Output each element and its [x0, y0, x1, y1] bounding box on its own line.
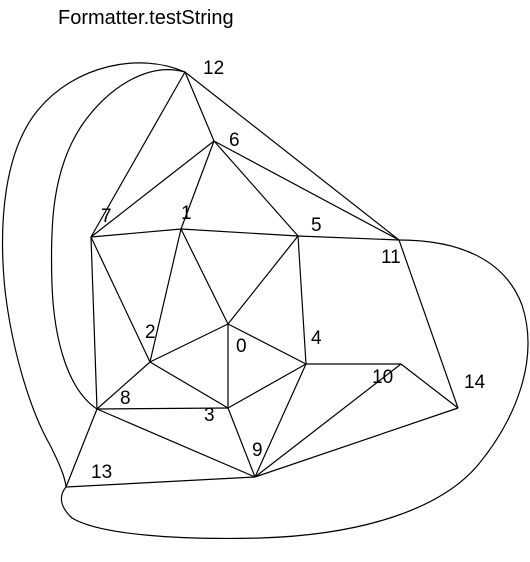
edge-12-6 [184, 71, 215, 142]
edge-1-5 [180, 228, 299, 237]
node-label-3: 3 [204, 405, 215, 426]
edge-6-1 [180, 140, 215, 230]
edge-3-9 [227, 407, 256, 478]
edge-0-2 [149, 323, 229, 363]
node-label-5: 5 [311, 215, 322, 236]
edge-12-7 [90, 71, 186, 238]
edge-6-11 [213, 140, 400, 241]
edge-12-11 [184, 71, 400, 241]
edge-10-14 [400, 363, 459, 409]
edge-0-4 [227, 323, 307, 365]
edge-7-1 [90, 228, 182, 238]
edge-3-8 [96, 407, 229, 410]
edge-11-14 [398, 239, 459, 409]
edge-7-8 [90, 236, 98, 410]
edge-9-13 [65, 476, 256, 488]
edge-6-5 [213, 140, 299, 237]
curved-edges [1, 62, 529, 540]
edge-8-13 [65, 408, 98, 488]
node-label-9: 9 [252, 440, 263, 461]
edge-2-3 [149, 361, 229, 409]
edge-2-8 [96, 361, 151, 410]
straight-edges [65, 71, 459, 488]
edge-4-9 [254, 363, 307, 478]
curved-edge-12-8 [50, 69, 186, 410]
edge-6-7 [90, 140, 215, 238]
node-label-14: 14 [464, 372, 486, 393]
edge-9-14 [254, 407, 459, 478]
node-label-0: 0 [236, 336, 247, 357]
node-label-6: 6 [229, 130, 240, 151]
edge-5-0 [227, 235, 299, 325]
node-label-11: 11 [381, 247, 401, 268]
node-label-7: 7 [101, 206, 112, 227]
node-label-13: 13 [91, 462, 112, 483]
node-label-12: 12 [203, 58, 224, 79]
edge-5-4 [297, 235, 307, 365]
node-label-1: 1 [181, 203, 192, 224]
node-label-10: 10 [372, 367, 393, 388]
node-label-2: 2 [145, 322, 156, 343]
node-label-4: 4 [311, 328, 322, 349]
edge-3-4 [227, 363, 307, 409]
edge-5-11 [297, 235, 400, 241]
edge-9-8 [96, 408, 256, 478]
edge-1-0 [180, 228, 229, 325]
edge-7-2 [90, 236, 151, 363]
curved-edge-12-13 [1, 62, 186, 488]
edge-1-2 [149, 228, 182, 363]
curved-edge-11-13 [60, 239, 529, 540]
edge-10-9 [254, 363, 402, 478]
node-label-8: 8 [120, 388, 131, 409]
diagram-title: Formatter.testString [58, 7, 234, 29]
